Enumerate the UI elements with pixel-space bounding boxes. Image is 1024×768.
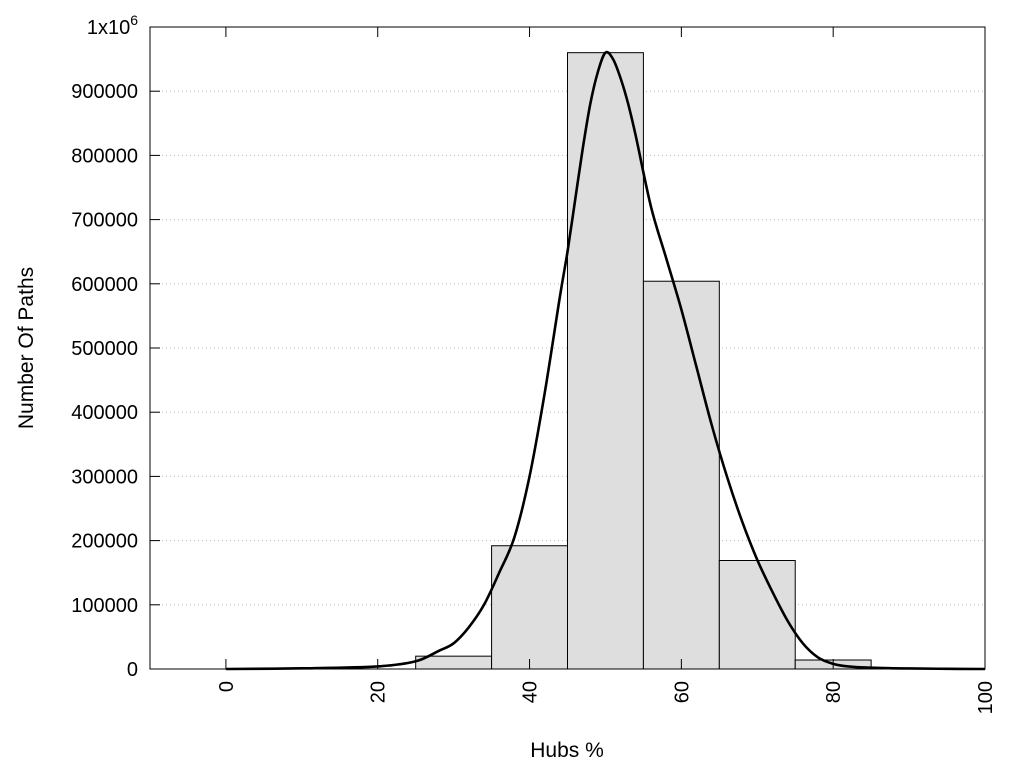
- x-tick-label: 100: [975, 681, 997, 714]
- y-tick-label: 100000: [71, 595, 138, 617]
- y-tick-label: 0: [127, 659, 138, 681]
- x-tick-label: 40: [520, 681, 542, 703]
- y-tick-label: 800000: [71, 145, 138, 167]
- histogram-bar: [567, 52, 644, 670]
- y-tick-label: 500000: [71, 338, 138, 360]
- histogram-bar: [491, 545, 568, 670]
- y-tick-label: 600000: [71, 274, 138, 296]
- y-axis-ticks: 0 100000 200000 300000 400000 500000 600000 700…: [71, 12, 160, 681]
- x-tick-label: 20: [368, 681, 390, 703]
- x-axis-title: Hubs %: [530, 739, 604, 762]
- histogram-bars: [415, 52, 872, 670]
- fit-curve-layer: [225, 50, 986, 671]
- y-axis-title: Number Of Paths: [15, 267, 38, 429]
- y-tick-label: 1x106: [87, 12, 138, 39]
- y-tick-label: 700000: [71, 210, 138, 232]
- y-tick-label: 400000: [71, 402, 138, 424]
- y-tick-label: 200000: [71, 531, 138, 553]
- y-tick-label: 900000: [71, 81, 138, 103]
- fit-curve: [225, 50, 986, 671]
- x-axis-ticks: 0 20 40 60 80 100: [216, 27, 997, 714]
- histogram-bar: [642, 280, 720, 670]
- x-tick-label: 0: [216, 681, 238, 692]
- y-tick-label: 300000: [71, 466, 138, 488]
- x-tick-label: 80: [823, 681, 845, 703]
- x-tick-label: 60: [671, 681, 693, 703]
